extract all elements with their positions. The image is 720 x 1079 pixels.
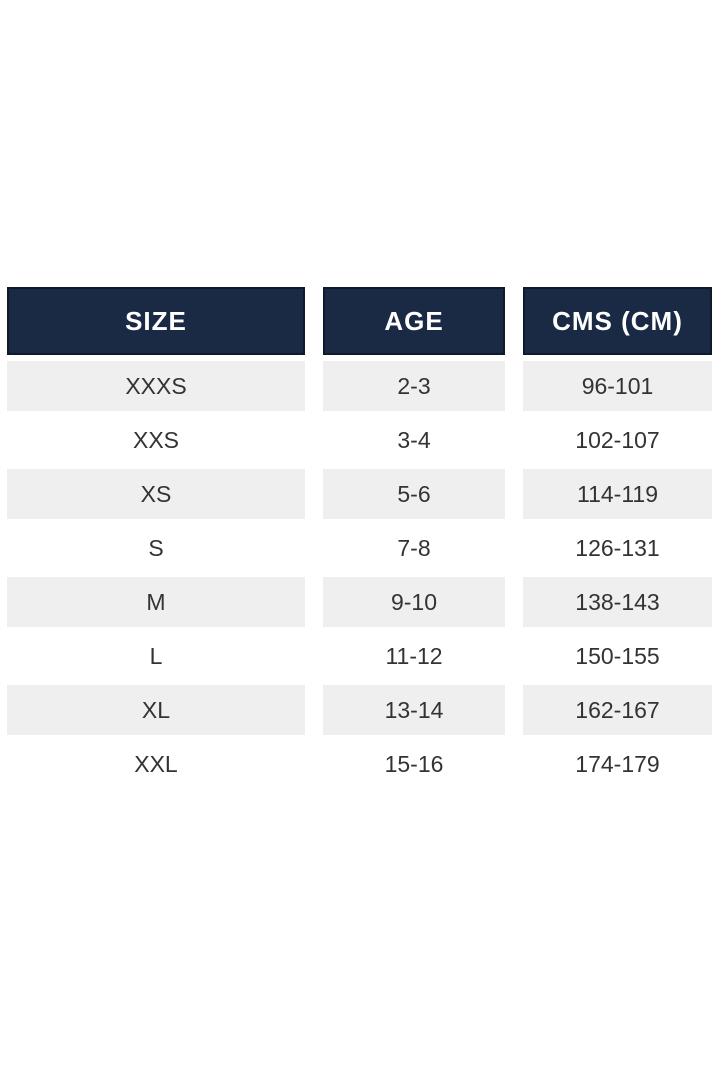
cell-size: L	[7, 631, 305, 681]
cell-size: XXS	[7, 415, 305, 465]
cell-cms: 96-101	[523, 361, 712, 411]
cell-age: 3-4	[323, 415, 505, 465]
cell-age: 15-16	[323, 739, 505, 789]
cell-cms: 138-143	[523, 577, 712, 627]
cell-cms: 162-167	[523, 685, 712, 735]
table-row-s: S 7-8 126-131	[7, 523, 712, 573]
table-row-xl: XL 13-14 162-167	[7, 685, 712, 735]
table-row-xxs: XXS 3-4 102-107	[7, 415, 712, 465]
cell-size: XXL	[7, 739, 305, 789]
cell-age: 13-14	[323, 685, 505, 735]
header-cell-size: SIZE	[7, 287, 305, 355]
cell-cms: 150-155	[523, 631, 712, 681]
header-row: SIZE AGE CMS (CM)	[7, 287, 712, 355]
table-row-xxl: XXL 15-16 174-179	[7, 739, 712, 789]
cell-size: XL	[7, 685, 305, 735]
cell-size: XS	[7, 469, 305, 519]
cell-cms: 102-107	[523, 415, 712, 465]
cell-size: M	[7, 577, 305, 627]
cell-cms: 174-179	[523, 739, 712, 789]
header-cell-cms: CMS (CM)	[523, 287, 712, 355]
header-cell-age: AGE	[323, 287, 505, 355]
cell-age: 5-6	[323, 469, 505, 519]
cell-age: 7-8	[323, 523, 505, 573]
cell-size: S	[7, 523, 305, 573]
table-row-xxxs: XXXS 2-3 96-101	[7, 361, 712, 411]
table-row-l: L 11-12 150-155	[7, 631, 712, 681]
cell-cms: 114-119	[523, 469, 712, 519]
cell-cms: 126-131	[523, 523, 712, 573]
cell-age: 11-12	[323, 631, 505, 681]
cell-size: XXXS	[7, 361, 305, 411]
table-row-xs: XS 5-6 114-119	[7, 469, 712, 519]
table-row-m: M 9-10 138-143	[7, 577, 712, 627]
size-chart-table: SIZE AGE CMS (CM) XXXS 2-3 96-101 XXS 3-…	[7, 287, 712, 789]
cell-age: 9-10	[323, 577, 505, 627]
cell-age: 2-3	[323, 361, 505, 411]
